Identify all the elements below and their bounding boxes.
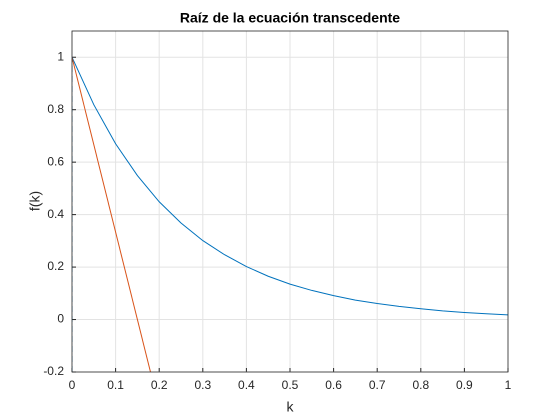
x-tick-label: 0 [69,378,76,392]
x-tick-label: 0.1 [107,378,124,392]
y-tick-label: 0.8 [47,102,64,116]
x-tick-label: 0.7 [369,378,386,392]
x-tick-label: 1 [505,378,512,392]
x-tick-label: 0.3 [194,378,211,392]
y-tick-label: 1 [57,49,64,63]
y-tick-label: 0.2 [47,259,64,273]
x-tick-label: 0.6 [325,378,342,392]
x-tick-label: 0.2 [151,378,168,392]
x-tick-label: 0.4 [238,378,255,392]
y-tick-label: 0.4 [47,207,64,221]
plot-lines [72,57,508,372]
series-line [72,57,508,316]
axes-box [71,30,509,373]
x-axis-label: k [287,399,295,415]
y-tick-label: -0.2 [43,364,64,378]
x-tick-label: 0.5 [282,378,299,392]
x-tick-label: 0.9 [456,378,473,392]
y-tick-label: 0 [57,312,64,326]
y-axis-label: f(k) [27,191,43,211]
x-tick-label: 0.8 [412,378,429,392]
y-tick-label: 0.6 [47,154,64,168]
chart-title: Raíz de la ecuación transcedente [180,10,400,26]
series-line [72,57,151,372]
